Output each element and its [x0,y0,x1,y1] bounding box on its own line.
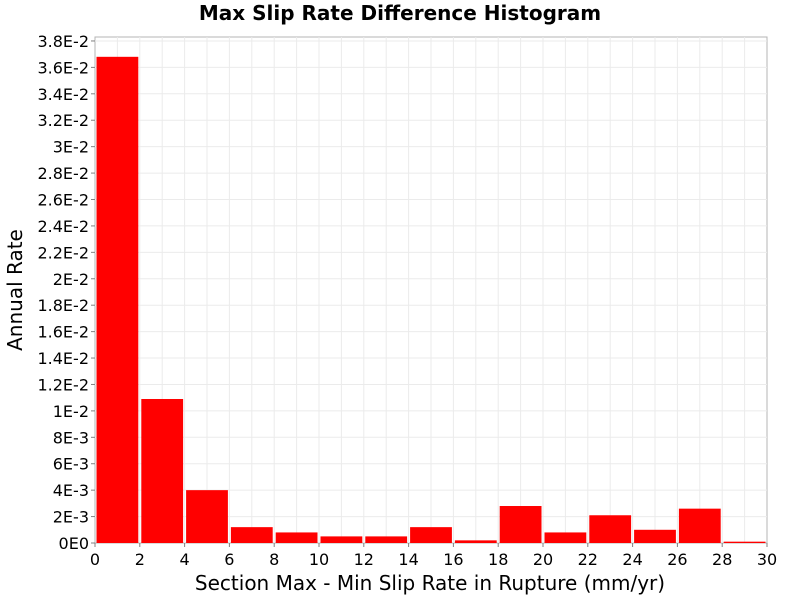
histogram-bar [230,527,273,543]
y-tick-label: 3E-2 [53,138,89,157]
histogram-bar [141,398,184,543]
x-tick-label: 24 [622,550,642,569]
y-tick-label: 1.6E-2 [37,323,89,342]
y-tick-label: 3.8E-2 [37,32,89,51]
x-tick-labels: 0 2 4 6 8 10 12 14 16 18 20 22 24 26 28 30 [90,550,777,569]
y-tick-label: 6E-3 [53,455,89,474]
y-tick-labels: 0E0 2E-3 4E-3 6E-3 8E-3 1E-2 1.2E-2 1.4E-2 1.6E-… [37,32,89,553]
x-axis-label: Section Max - Min Slip Rate in Rupture (… [195,571,665,595]
histogram-bar [454,540,497,543]
x-tick-label: 26 [667,550,687,569]
y-tick-label: 2.4E-2 [37,217,89,236]
chart-title: Max Slip Rate Difference Histogram [199,1,601,25]
x-tick-label: 6 [224,550,234,569]
histogram-bar [275,532,318,543]
y-tick-label: 1.4E-2 [37,349,89,368]
histogram-bar [723,541,766,543]
y-tick-label: 3.6E-2 [37,58,89,77]
y-tick-label: 0E0 [59,534,89,553]
x-tick-label: 22 [578,550,598,569]
histogram-bar [678,508,721,543]
histogram-bar [589,515,632,543]
y-tick-label: 3.4E-2 [37,85,89,104]
x-tick-label: 20 [533,550,553,569]
y-axis-label: Annual Rate [3,229,27,351]
y-tick-label: 2.8E-2 [37,164,89,183]
x-tick-label: 14 [398,550,418,569]
y-tick-label: 1E-2 [53,402,89,421]
histogram-bar [499,506,542,543]
x-tick-label: 30 [757,550,777,569]
x-tick-label: 8 [269,550,279,569]
y-tick-label: 4E-3 [53,481,89,500]
histogram-bar [96,56,139,544]
x-tick-label: 28 [712,550,732,569]
x-tick-label: 0 [90,550,100,569]
y-tick-label: 2.2E-2 [37,243,89,262]
y-tick-label: 2E-3 [53,508,89,527]
x-tick-label: 2 [135,550,145,569]
bars [96,56,766,544]
y-tick-label: 3.2E-2 [37,111,89,130]
x-tick-label: 10 [309,550,329,569]
y-tick-label: 1.2E-2 [37,375,89,394]
x-tick-label: 4 [180,550,190,569]
histogram-bar [320,536,363,543]
x-tick-label: 18 [488,550,508,569]
histogram-bar [634,529,676,543]
y-tick-label: 2E-2 [53,270,89,289]
x-tick-label: 16 [443,550,463,569]
axis-ticks [91,40,768,547]
histogram-bar [186,490,228,543]
y-tick-label: 2.6E-2 [37,191,89,210]
x-tick-label: 12 [354,550,374,569]
y-tick-label: 1.8E-2 [37,296,89,315]
histogram-bar [365,536,408,543]
histogram-bar [410,527,452,543]
histogram-bar [544,532,587,543]
y-tick-label: 8E-3 [53,428,89,447]
